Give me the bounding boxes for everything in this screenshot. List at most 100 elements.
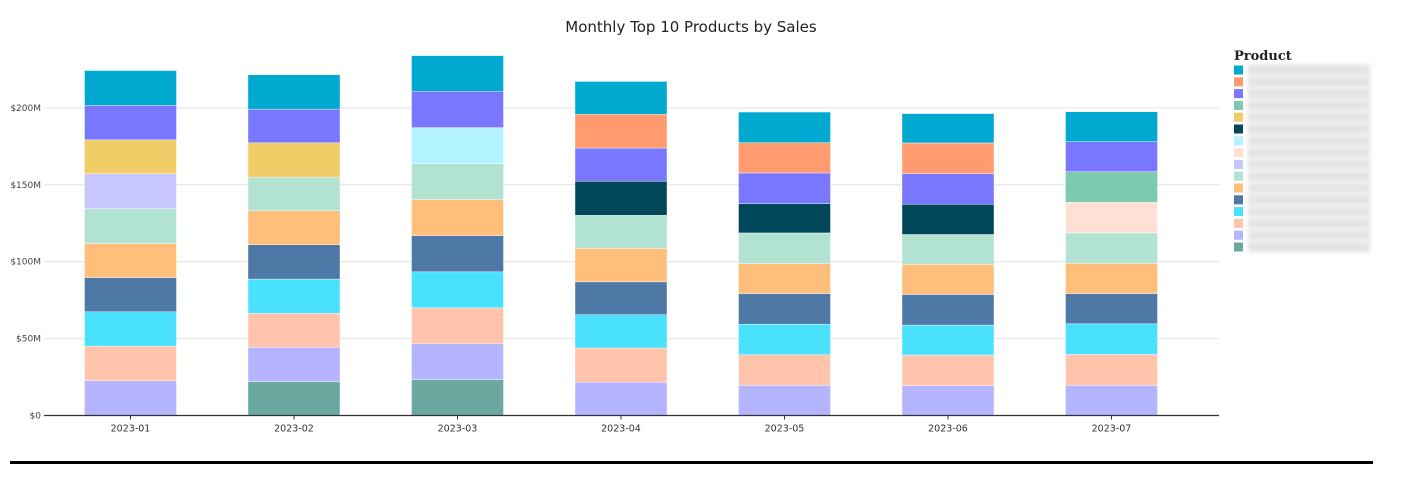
bar-segment[interactable] xyxy=(1065,323,1158,355)
bar-segment[interactable] xyxy=(247,347,341,382)
bar-segment[interactable] xyxy=(411,343,504,381)
x-tick-label: 2023-05 xyxy=(765,424,805,435)
bar-segment[interactable] xyxy=(738,172,831,204)
legend-item[interactable] xyxy=(1234,99,1370,111)
y-tick-label: $0 xyxy=(30,412,42,422)
bar-segment[interactable] xyxy=(1065,385,1158,416)
legend-item[interactable] xyxy=(1234,206,1370,218)
bar-segment[interactable] xyxy=(738,385,831,416)
bar-segment[interactable] xyxy=(738,354,831,386)
bar-segment[interactable] xyxy=(574,281,668,315)
legend-swatch xyxy=(1234,65,1243,75)
legend-item[interactable] xyxy=(1234,170,1370,182)
bar-segment[interactable] xyxy=(84,345,177,381)
bar-segment[interactable] xyxy=(1065,263,1158,294)
legend-item[interactable] xyxy=(1234,64,1370,76)
bar-segment[interactable] xyxy=(574,114,668,149)
bar-segment[interactable] xyxy=(247,176,341,211)
bar-segment[interactable] xyxy=(738,293,831,325)
bar-segment[interactable] xyxy=(901,264,995,295)
legend-item[interactable] xyxy=(1234,241,1370,253)
bar-segment[interactable] xyxy=(901,354,995,386)
bar-segment[interactable] xyxy=(411,55,504,92)
bar-segment[interactable] xyxy=(901,113,995,144)
bar-segment[interactable] xyxy=(901,234,995,265)
bar-segment[interactable] xyxy=(1065,141,1158,172)
bar-segment[interactable] xyxy=(1065,232,1158,264)
bar-segment[interactable] xyxy=(574,181,668,216)
bar-segment[interactable] xyxy=(738,323,831,355)
bar-segment[interactable] xyxy=(901,324,995,356)
bar-segment[interactable] xyxy=(574,347,668,383)
bar-segment[interactable] xyxy=(247,108,341,144)
legend-item[interactable] xyxy=(1234,182,1370,194)
bar-segment[interactable] xyxy=(84,311,177,347)
bar-segment[interactable] xyxy=(411,127,504,164)
bar-segment[interactable] xyxy=(411,379,504,416)
bar-segment[interactable] xyxy=(411,199,504,236)
bar-segment[interactable] xyxy=(574,248,668,283)
bar-segment[interactable] xyxy=(247,210,341,245)
bar-segment[interactable] xyxy=(574,314,668,349)
bar-segment[interactable] xyxy=(901,294,995,326)
x-tick-label: 2023-06 xyxy=(928,424,968,435)
legend-title: Product xyxy=(1234,49,1292,64)
bar-segment[interactable] xyxy=(901,203,995,235)
bar-segment[interactable] xyxy=(738,203,831,234)
bar-segment[interactable] xyxy=(84,208,177,244)
bar-segment[interactable] xyxy=(247,278,341,314)
bar-segment[interactable] xyxy=(84,380,177,416)
legend-item[interactable] xyxy=(1234,135,1370,147)
bar-segment[interactable] xyxy=(901,173,995,205)
bar-segment[interactable] xyxy=(1065,171,1158,203)
bar-stack-2023-06 xyxy=(901,113,995,416)
bar-segment[interactable] xyxy=(411,235,504,273)
legend-item[interactable] xyxy=(1234,194,1370,206)
bar-segment[interactable] xyxy=(1065,354,1158,386)
legend-item[interactable] xyxy=(1234,111,1370,123)
legend-item[interactable] xyxy=(1234,147,1370,159)
bar-segment[interactable] xyxy=(738,142,831,174)
bar-segment[interactable] xyxy=(574,382,668,416)
bar-segment[interactable] xyxy=(1065,111,1158,142)
bar-segment[interactable] xyxy=(574,147,668,182)
bar-segment[interactable] xyxy=(738,111,831,143)
bar-segment[interactable] xyxy=(84,70,177,106)
legend-item[interactable] xyxy=(1234,88,1370,100)
bar-segment[interactable] xyxy=(411,163,504,200)
legend-item[interactable] xyxy=(1234,123,1370,135)
bar-segment[interactable] xyxy=(901,385,995,416)
bar-segment[interactable] xyxy=(247,313,341,348)
bar-segment[interactable] xyxy=(84,277,177,313)
bar-segment[interactable] xyxy=(84,139,177,174)
legend-swatch xyxy=(1234,148,1243,158)
bar-segment[interactable] xyxy=(411,271,504,309)
bar-segment[interactable] xyxy=(84,243,177,278)
legend-label-redacted xyxy=(1248,182,1370,194)
bar-segment[interactable] xyxy=(84,173,177,209)
legend-label-redacted xyxy=(1248,229,1370,241)
bar-segment[interactable] xyxy=(247,381,341,416)
legend-swatch xyxy=(1234,89,1243,99)
legend-item[interactable] xyxy=(1234,158,1370,170)
bar-segment[interactable] xyxy=(411,91,504,128)
legend-swatch xyxy=(1234,159,1243,169)
legend-item[interactable] xyxy=(1234,217,1370,229)
bar-segment[interactable] xyxy=(574,215,668,249)
bar-segment[interactable] xyxy=(1065,202,1158,234)
bar-segment[interactable] xyxy=(411,307,504,345)
bar-segment[interactable] xyxy=(738,263,831,294)
bar-segment[interactable] xyxy=(247,74,341,110)
bar-segment[interactable] xyxy=(574,81,668,115)
bar-segment[interactable] xyxy=(84,105,177,140)
bar-segment[interactable] xyxy=(1065,293,1158,325)
bar-segment[interactable] xyxy=(738,232,831,264)
bar-segment[interactable] xyxy=(247,142,341,178)
bar-segment[interactable] xyxy=(247,244,341,280)
legend-swatch xyxy=(1234,218,1243,228)
bar-segment[interactable] xyxy=(901,142,995,174)
legend-label-redacted xyxy=(1248,217,1370,229)
legend-item[interactable] xyxy=(1234,76,1370,88)
legend-item[interactable] xyxy=(1234,229,1370,241)
